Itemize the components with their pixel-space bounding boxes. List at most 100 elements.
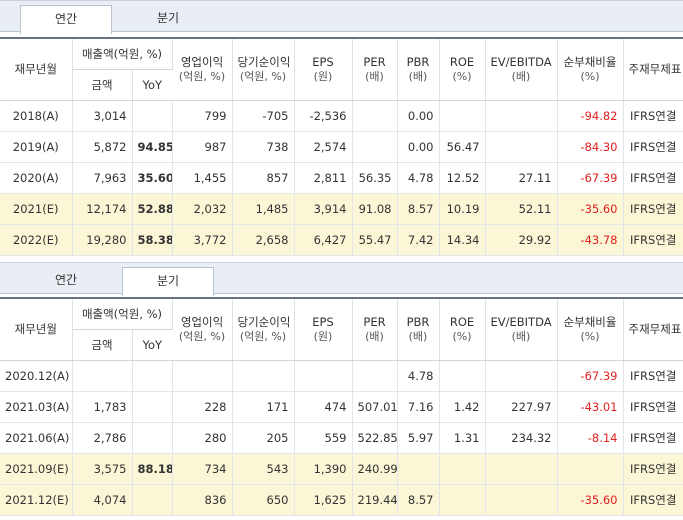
cell-per: 55.47 — [352, 224, 398, 256]
annual-tab-yearly[interactable]: 연간 — [20, 5, 112, 34]
cell-debt-ratio: -43.01 — [557, 391, 624, 423]
header-basis: 주재무제표 — [623, 297, 683, 361]
cell-sales-yoy: 88.18 — [132, 453, 173, 485]
cell-op-income: 1,455 — [172, 162, 233, 194]
header-sales-group: 매출액(억원, %) — [72, 37, 173, 70]
cell-pbr: 0.00 — [397, 100, 440, 132]
cell-net-income: 1,485 — [232, 193, 295, 225]
cell-sales-yoy — [132, 391, 173, 423]
cell-op-income: 799 — [172, 100, 233, 132]
header-sales-group: 매출액(억원, %) — [72, 297, 173, 330]
header-roe: ROE (%) — [439, 37, 486, 101]
cell-eps: 3,914 — [294, 193, 353, 225]
cell-pbr: 5.97 — [397, 422, 440, 454]
cell-debt-ratio — [557, 453, 624, 485]
cell-per: 219.44 — [352, 484, 398, 516]
annual-tab-bar: 연간 분기 — [0, 0, 683, 34]
cell-ev-ebitda — [485, 131, 558, 163]
cell-sales-yoy — [132, 360, 173, 392]
cell-period: 2021.06(A) — [0, 422, 73, 454]
header-roe: ROE (%) — [439, 297, 486, 361]
cell-ev-ebitda: 52.11 — [485, 193, 558, 225]
cell-period: 2021.03(A) — [0, 391, 73, 423]
header-per: PER (배) — [352, 37, 398, 101]
cell-pbr: 8.57 — [397, 484, 440, 516]
cell-debt-ratio: -35.60 — [557, 193, 624, 225]
header-pbr: PBR (배) — [397, 297, 440, 361]
cell-roe — [439, 100, 486, 132]
cell-sales-yoy — [132, 484, 173, 516]
cell-debt-ratio: -94.82 — [557, 100, 624, 132]
cell-period: 2021.09(E) — [0, 453, 73, 485]
cell-sales-yoy: 94.85 — [132, 131, 173, 163]
cell-op-income: 2,032 — [172, 193, 233, 225]
cell-period: 2021(E) — [0, 193, 73, 225]
cell-per — [352, 100, 398, 132]
cell-per: 240.99 — [352, 453, 398, 485]
cell-pbr: 7.42 — [397, 224, 440, 256]
cell-ev-ebitda — [485, 100, 558, 132]
quarterly-financial-table: 재무년월 매출액(억원, %) 영업이익 (억원, %) 당기순이익 (억원, %)… — [0, 297, 683, 516]
quarterly-tab-bar: 연간 분기 — [0, 262, 683, 296]
table-row: 2020.12(A) 4.78 -67.39 IFRS연결 — [0, 360, 683, 392]
cell-per: 91.08 — [352, 193, 398, 225]
cell-debt-ratio: -43.78 — [557, 224, 624, 256]
table-row: 2022(E) 19,280 58.38 3,772 2,658 6,427 55.47 7.… — [0, 224, 683, 256]
cell-sales-amount: 2,786 — [72, 422, 133, 454]
table-row: 2018(A) 3,014 799 -705 -2,536 0.00 -94.82 IFRS연… — [0, 100, 683, 132]
quarterly-tab-yearly[interactable]: 연간 — [54, 273, 78, 287]
cell-net-income: 205 — [232, 422, 295, 454]
cell-ev-ebitda — [485, 453, 558, 485]
cell-sales-yoy: 52.88 — [132, 193, 173, 225]
header-sales-amount: 금액 — [72, 329, 133, 361]
cell-op-income: 987 — [172, 131, 233, 163]
cell-net-income: 543 — [232, 453, 295, 485]
header-op-income: 영업이익 (억원, %) — [172, 297, 233, 361]
cell-sales-amount: 19,280 — [72, 224, 133, 256]
cell-sales-amount: 4,074 — [72, 484, 133, 516]
cell-debt-ratio: -8.14 — [557, 422, 624, 454]
cell-roe: 1.31 — [439, 422, 486, 454]
cell-debt-ratio: -67.39 — [557, 162, 624, 194]
table-row: 2020(A) 7,963 35.60 1,455 857 2,811 56.35 4.78 1… — [0, 162, 683, 194]
cell-period: 2020(A) — [0, 162, 73, 194]
cell-pbr: 4.78 — [397, 162, 440, 194]
cell-debt-ratio: -35.60 — [557, 484, 624, 516]
cell-sales-amount: 1,783 — [72, 391, 133, 423]
header-sales-amount: 금액 — [72, 69, 133, 101]
header-period: 재무년월 — [0, 297, 73, 361]
annual-tab-quarterly[interactable]: 분기 — [156, 11, 180, 25]
cell-pbr: 7.16 — [397, 391, 440, 423]
cell-eps: -2,536 — [294, 100, 353, 132]
header-eps: EPS (원) — [294, 297, 353, 361]
cell-roe: 1.42 — [439, 391, 486, 423]
annual-financial-table: 재무년월 매출액(억원, %) 영업이익 (억원, %) 당기순이익 (억원, %)… — [0, 37, 683, 256]
quarterly-tab-quarterly[interactable]: 분기 — [122, 267, 214, 296]
header-ev-ebitda: EV/EBITDA (배) — [485, 37, 558, 101]
header-net-income: 당기순이익 (억원, %) — [232, 297, 295, 361]
cell-sales-yoy — [132, 422, 173, 454]
cell-op-income: 734 — [172, 453, 233, 485]
cell-basis: IFRS연결 — [623, 391, 683, 423]
cell-pbr: 0.00 — [397, 131, 440, 163]
cell-sales-amount: 5,872 — [72, 131, 133, 163]
cell-net-income: 857 — [232, 162, 295, 194]
cell-per: 507.01 — [352, 391, 398, 423]
cell-ev-ebitda: 29.92 — [485, 224, 558, 256]
header-debt-ratio: 순부채비율 (%) — [557, 37, 624, 101]
table-row: 2021.12(E) 4,074 836 650 1,625 219.44 8.57 -35.… — [0, 484, 683, 516]
cell-net-income: 2,658 — [232, 224, 295, 256]
cell-eps: 474 — [294, 391, 353, 423]
cell-basis: IFRS연결 — [623, 100, 683, 132]
cell-roe: 14.34 — [439, 224, 486, 256]
cell-sales-amount: 12,174 — [72, 193, 133, 225]
cell-eps: 6,427 — [294, 224, 353, 256]
cell-eps: 1,625 — [294, 484, 353, 516]
cell-sales-amount: 3,575 — [72, 453, 133, 485]
table-row: 2021.03(A) 1,783 228 171 474 507.01 7.16 1.42 22… — [0, 391, 683, 423]
header-per: PER (배) — [352, 297, 398, 361]
cell-sales-amount — [72, 360, 133, 392]
cell-roe: 12.52 — [439, 162, 486, 194]
cell-eps: 559 — [294, 422, 353, 454]
cell-basis: IFRS연결 — [623, 453, 683, 485]
